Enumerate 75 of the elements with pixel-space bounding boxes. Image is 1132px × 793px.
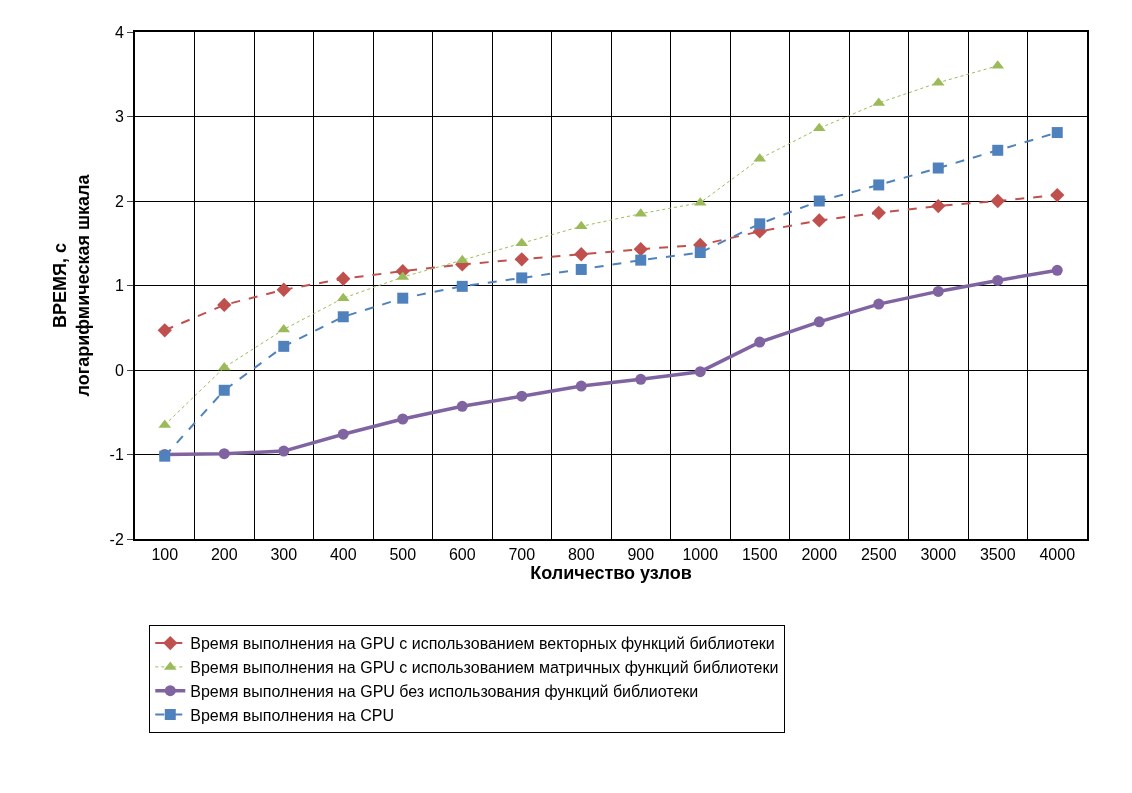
point	[812, 122, 826, 132]
point	[932, 162, 944, 174]
point	[992, 274, 1004, 286]
point	[633, 242, 648, 257]
y-tick-label: 4	[114, 23, 124, 41]
x-tick-label: 1500	[741, 546, 778, 564]
point	[694, 366, 706, 378]
x-tick-label: 700	[508, 546, 536, 564]
point	[754, 336, 766, 348]
y-axis-title: ВРЕМЯ, с логарифмическая шкала	[49, 173, 94, 397]
point	[1050, 187, 1065, 203]
point	[931, 198, 946, 214]
point	[157, 323, 172, 338]
x-tick-label: 500	[389, 546, 417, 564]
point	[932, 285, 944, 297]
point	[336, 271, 351, 286]
y-tick-label: 1	[114, 277, 124, 295]
point	[337, 311, 349, 323]
x-tick-label: 3000	[920, 546, 957, 564]
point	[1051, 264, 1063, 276]
point	[218, 448, 230, 460]
point	[218, 384, 230, 396]
point	[516, 272, 528, 284]
legend-label: Время выполнения на GPU без использования функций библиотеки	[190, 682, 699, 700]
y-tick-label: 2	[114, 192, 124, 210]
y-tick-label: 3	[114, 108, 124, 126]
x-tick-label: 900	[627, 546, 655, 564]
point	[575, 380, 587, 392]
point	[871, 205, 886, 220]
x-tick-label: 100	[151, 546, 179, 564]
x-tick-label: 300	[270, 546, 298, 564]
x-tick-label: 800	[567, 546, 595, 564]
legend-label: Время выполнения на GPU с использованием матричных функций библиотеки	[190, 659, 779, 677]
point	[456, 400, 468, 412]
x-axis-title: Количество узлов	[530, 563, 692, 584]
legend-label: Время выполнения на GPU с использованием векторных функций библиотеки	[190, 635, 775, 653]
point	[873, 298, 885, 310]
point	[990, 193, 1005, 209]
point	[812, 213, 827, 228]
point	[575, 263, 587, 275]
x-tick-label: 3500	[979, 546, 1016, 564]
point	[1051, 127, 1063, 139]
point	[277, 323, 291, 333]
point	[514, 252, 529, 267]
point	[635, 373, 647, 385]
x-tick-label: 2500	[860, 546, 897, 564]
x-tick-label: 600	[448, 546, 476, 564]
point	[516, 390, 528, 402]
point	[278, 340, 290, 352]
point	[397, 413, 409, 425]
point	[397, 292, 409, 304]
x-tick-label: 400	[329, 546, 357, 564]
point	[813, 195, 825, 207]
point	[574, 220, 588, 230]
point	[217, 297, 232, 313]
point	[992, 144, 1004, 156]
point	[754, 218, 766, 230]
point	[456, 280, 468, 292]
point	[635, 254, 647, 266]
point	[278, 445, 290, 457]
point	[873, 179, 885, 191]
legend-label: Время выполнения на CPU	[190, 706, 394, 724]
y-tick-label: -1	[109, 446, 124, 464]
x-tick-label: 1000	[682, 546, 719, 564]
point	[694, 247, 706, 259]
x-tick-label: 200	[210, 546, 238, 564]
point	[337, 428, 349, 440]
point	[574, 247, 589, 262]
point	[813, 316, 825, 328]
x-tick-label: 4000	[1039, 546, 1076, 564]
y-tick-label: 0	[114, 361, 124, 379]
x-tick-label: 2000	[801, 546, 838, 564]
y-tick-label: -2	[109, 530, 124, 548]
point	[276, 282, 291, 297]
point	[217, 361, 231, 371]
